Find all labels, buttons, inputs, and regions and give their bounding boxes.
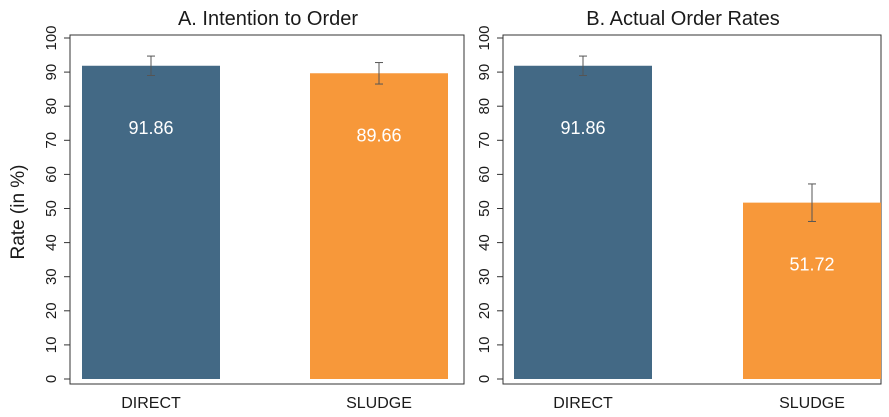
value-label: 51.72 xyxy=(789,255,834,275)
y-tick-label: 70 xyxy=(43,132,60,149)
y-tick-label: 10 xyxy=(476,337,493,354)
bar-direct xyxy=(514,66,652,379)
category-label: DIRECT xyxy=(553,395,613,412)
category-label: DIRECT xyxy=(121,395,181,412)
value-label: 91.86 xyxy=(128,118,173,138)
value-label: 91.86 xyxy=(560,118,605,138)
y-tick-label: 90 xyxy=(43,64,60,81)
y-tick-label: 10 xyxy=(43,337,60,354)
value-label: 89.66 xyxy=(356,125,401,145)
y-tick-label: 0 xyxy=(476,375,493,383)
category-label: SLUDGE xyxy=(779,395,845,412)
panel-title: B. Actual Order Rates xyxy=(586,8,779,30)
panel-intention-to-order: A. Intention to Order 0 10 20 30 40 50 60 70 80 9… xyxy=(43,8,464,412)
y-tick-label: 30 xyxy=(43,268,60,285)
y-tick-label: 100 xyxy=(43,25,60,50)
y-tick-label: 100 xyxy=(476,25,493,50)
y-tick-label: 80 xyxy=(476,98,493,115)
y-tick-label: 20 xyxy=(43,302,60,319)
y-tick-label: 0 xyxy=(43,375,60,383)
bar-sludge xyxy=(310,73,448,379)
y-tick-label: 60 xyxy=(43,166,60,183)
y-tick-label: 50 xyxy=(476,200,493,217)
panel-title: A. Intention to Order xyxy=(178,8,358,30)
y-tick-label: 50 xyxy=(43,200,60,217)
y-tick-label: 40 xyxy=(476,234,493,251)
y-axis-label: Rate (in %) xyxy=(8,164,29,259)
category-label: SLUDGE xyxy=(346,395,412,412)
bar-sludge xyxy=(743,203,881,379)
y-tick-label: 20 xyxy=(476,302,493,319)
y-tick-label: 40 xyxy=(43,234,60,251)
bar-direct xyxy=(82,66,220,379)
y-tick-label: 30 xyxy=(476,268,493,285)
y-tick-label: 80 xyxy=(43,98,60,115)
y-tick-label: 60 xyxy=(476,166,493,183)
panel-actual-order-rates: B. Actual Order Rates 0 10 20 30 40 50 60 70 80 9… xyxy=(476,8,881,412)
y-tick-label: 70 xyxy=(476,132,493,149)
y-tick-label: 90 xyxy=(476,64,493,81)
